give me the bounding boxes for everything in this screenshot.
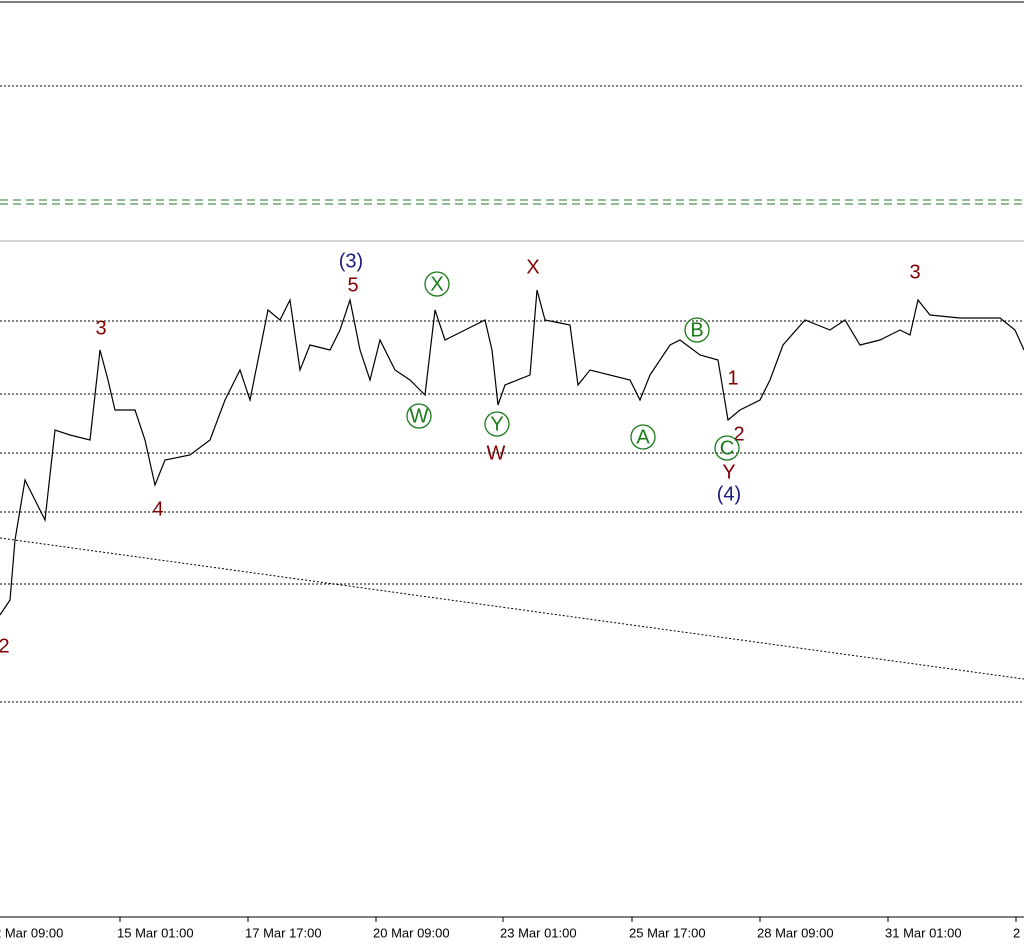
time-label: 2 Mar 09:00 <box>0 925 63 940</box>
wave-label: 3 <box>909 261 920 283</box>
wave-label: 2 <box>733 423 744 445</box>
wave-label: W <box>487 442 506 464</box>
wave-label: C <box>720 437 734 459</box>
wave-label: W <box>410 405 429 427</box>
time-label: 31 Mar 01:00 <box>885 925 962 940</box>
wave-label: X <box>526 256 539 278</box>
wave-label: 5 <box>347 274 358 296</box>
wave-label: 4 <box>152 498 163 520</box>
wave-label: Y <box>490 413 503 435</box>
wave-label: A <box>636 426 650 448</box>
wave-circle <box>484 411 510 437</box>
wave-label: Y <box>722 461 735 483</box>
wave-label: (4) <box>717 483 741 505</box>
wave-circle <box>630 424 656 450</box>
wave-label: (3) <box>339 250 363 272</box>
time-label: 25 Mar 17:00 <box>629 925 706 940</box>
time-label: 15 Mar 01:00 <box>117 925 194 940</box>
time-label: 28 Mar 09:00 <box>757 925 834 940</box>
grid <box>0 320 1024 703</box>
wave-circle <box>424 271 450 297</box>
wave-circle <box>406 403 432 429</box>
wave-label: B <box>690 319 703 341</box>
time-label: 23 Mar 01:00 <box>500 925 577 940</box>
wave-circle <box>714 435 740 461</box>
wave-label: X <box>430 273 443 295</box>
wave-circle <box>684 317 710 343</box>
time-label: 17 Mar 17:00 <box>245 925 322 940</box>
time-label: 2 <box>1013 925 1020 940</box>
time-label: 20 Mar 09:00 <box>373 925 450 940</box>
wave-label: 1 <box>727 367 738 389</box>
trend-line <box>0 537 1024 680</box>
wave-label: 3 <box>95 317 106 339</box>
price-bars <box>0 289 1024 616</box>
wave-label: 2 <box>0 635 10 657</box>
